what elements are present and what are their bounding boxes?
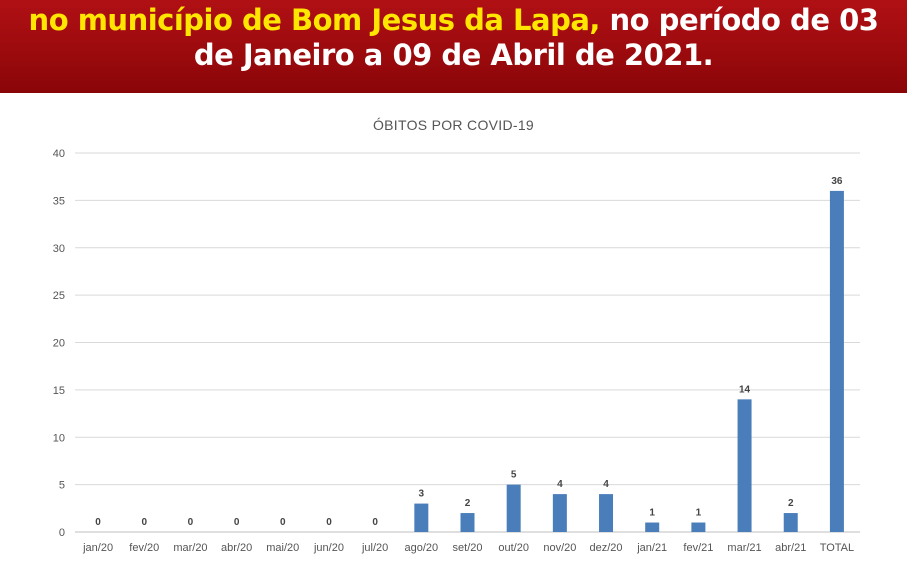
y-tick-label: 10 bbox=[53, 432, 65, 444]
data-label: 0 bbox=[372, 517, 378, 528]
x-tick-label: mai/20 bbox=[266, 542, 299, 554]
x-tick-label: dez/20 bbox=[590, 542, 623, 554]
x-tick-label: jan/20 bbox=[82, 542, 113, 554]
data-label: 4 bbox=[603, 479, 609, 490]
data-label: 36 bbox=[831, 176, 843, 187]
x-tick-label: mar/21 bbox=[727, 542, 761, 554]
bar bbox=[645, 522, 660, 532]
data-label: 1 bbox=[696, 508, 702, 519]
chart-title: ÓBITOS POR COVID-19 bbox=[372, 117, 535, 133]
data-label: 5 bbox=[511, 470, 517, 481]
data-label: 14 bbox=[739, 384, 751, 395]
bar bbox=[552, 494, 567, 532]
x-tick-label: set/20 bbox=[453, 542, 483, 554]
y-tick-label: 5 bbox=[59, 480, 65, 492]
y-tick-label: 35 bbox=[53, 195, 65, 207]
x-tick-label: TOTAL bbox=[820, 542, 854, 554]
x-tick-label: jul/20 bbox=[361, 542, 388, 554]
bar bbox=[460, 513, 475, 532]
data-label: 2 bbox=[465, 498, 471, 509]
x-tick-label: fev/21 bbox=[683, 542, 713, 554]
x-tick-label: abr/21 bbox=[775, 542, 806, 554]
banner-line-2: de Janeiro a 09 de Abril de 2021. bbox=[193, 38, 714, 72]
x-tick-label: abr/20 bbox=[221, 542, 252, 554]
x-tick-label: jan/21 bbox=[636, 542, 667, 554]
y-tick-label: 30 bbox=[53, 243, 65, 255]
x-tick-label: ago/20 bbox=[404, 542, 438, 554]
banner-highlight-text: no município de Bom Jesus da Lapa, bbox=[28, 3, 601, 37]
bar bbox=[691, 522, 706, 532]
banner-line-1: no município de Bom Jesus da Lapa, no pe… bbox=[0, 3, 907, 37]
y-tick-label: 20 bbox=[53, 338, 65, 350]
data-label: 2 bbox=[788, 498, 794, 509]
x-tick-label: nov/20 bbox=[543, 542, 576, 554]
data-label: 0 bbox=[234, 517, 240, 528]
bar bbox=[829, 190, 844, 532]
x-tick-label: fev/20 bbox=[129, 542, 159, 554]
data-label: 4 bbox=[557, 479, 563, 490]
data-label: 0 bbox=[188, 517, 194, 528]
banner-line-1-rest: no período de 03 bbox=[599, 3, 879, 37]
data-label: 0 bbox=[141, 517, 147, 528]
bar bbox=[599, 494, 614, 532]
bar bbox=[783, 513, 798, 532]
y-tick-label: 0 bbox=[59, 527, 65, 539]
data-label: 0 bbox=[280, 517, 286, 528]
data-label: 0 bbox=[326, 517, 332, 528]
y-tick-label: 25 bbox=[53, 290, 65, 302]
header-banner: no município de Bom Jesus da Lapa, no pe… bbox=[0, 0, 907, 93]
bar bbox=[737, 399, 752, 532]
bar bbox=[506, 484, 521, 532]
data-label: 0 bbox=[95, 517, 101, 528]
data-label: 3 bbox=[419, 489, 425, 500]
bar bbox=[414, 503, 429, 532]
x-tick-label: out/20 bbox=[498, 542, 529, 554]
data-label: 1 bbox=[649, 508, 655, 519]
x-tick-label: mar/20 bbox=[173, 542, 207, 554]
y-tick-label: 15 bbox=[53, 385, 65, 397]
y-tick-label: 40 bbox=[53, 148, 65, 160]
x-tick-label: jun/20 bbox=[313, 542, 344, 554]
